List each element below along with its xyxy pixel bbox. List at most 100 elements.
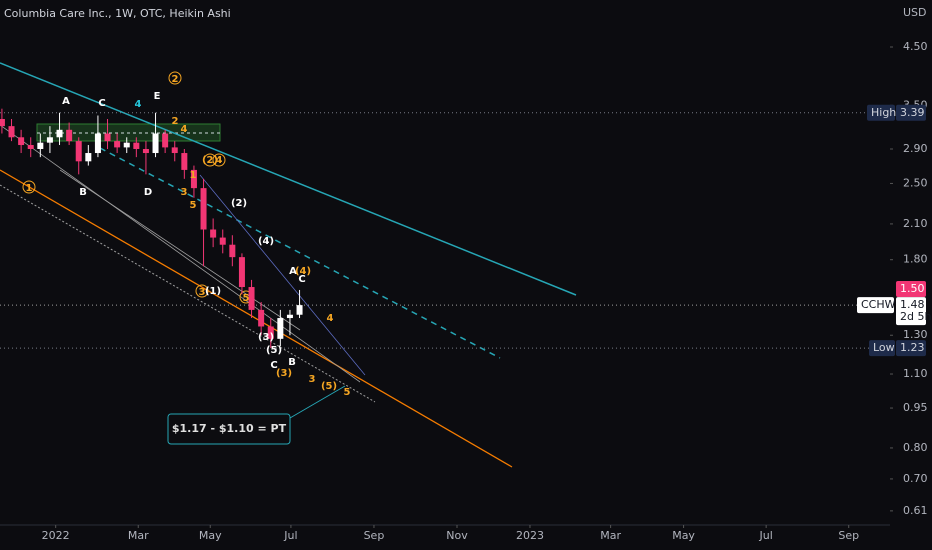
wave-label: B xyxy=(288,357,296,368)
wave-label: (5) xyxy=(266,345,282,356)
wave-label: B xyxy=(79,187,87,198)
wave-labels: A C 4 E 2 2 4 B D 1 3 5 (2) 4 (2) (4) (1… xyxy=(26,74,351,435)
high-value-bg xyxy=(896,104,926,121)
low-name: Low xyxy=(873,341,895,354)
x-tick-label: May xyxy=(199,529,222,542)
wave-label: 3 xyxy=(199,287,206,298)
candle-body xyxy=(258,309,265,327)
candle-body xyxy=(37,142,44,149)
y-tick-label: 0.95 xyxy=(903,401,928,414)
wave-label: E xyxy=(154,91,161,102)
candle-body xyxy=(46,137,53,143)
wave-label: A xyxy=(289,266,297,277)
high-name: High xyxy=(871,106,896,119)
candle-body xyxy=(267,326,274,339)
wave-label: 5 xyxy=(243,293,250,304)
candle-body xyxy=(210,229,217,238)
high-value: 3.39 xyxy=(900,106,925,119)
y-tick-label: 1.80 xyxy=(903,253,928,266)
high-name-bg xyxy=(867,104,895,121)
wave-label: (4) xyxy=(295,266,311,277)
candle-body xyxy=(219,237,226,245)
y-tick-label: 0.80 xyxy=(903,441,928,454)
wave-label: 1 xyxy=(26,183,33,194)
currency-label: USD xyxy=(903,6,927,19)
candle-body xyxy=(123,142,130,148)
x-tick-label: Mar xyxy=(600,529,621,542)
pointer-line xyxy=(289,385,346,419)
candle-body xyxy=(8,126,15,138)
trendline xyxy=(0,169,513,468)
y-tick-label: 2.10 xyxy=(903,217,928,230)
trendline xyxy=(0,184,376,403)
x-tick-label: 2023 xyxy=(516,529,544,542)
wave-label: 4 xyxy=(135,99,142,110)
candle-body xyxy=(200,188,207,230)
annotation-box xyxy=(167,413,291,445)
candle-body xyxy=(171,147,178,154)
candle-body xyxy=(296,305,303,315)
y-tick-label: 0.70 xyxy=(903,472,928,485)
last-price-bg xyxy=(896,297,926,326)
x-tick-label: Jul xyxy=(759,529,773,542)
wave-label: (1) xyxy=(205,286,221,297)
wave-label: (2) xyxy=(202,155,218,166)
wave-label: 1 xyxy=(190,170,197,181)
x-tick-label: Sep xyxy=(364,529,385,542)
y-tick-label: 1.30 xyxy=(903,328,928,341)
wave-label: D xyxy=(144,187,152,198)
low-value-bg xyxy=(896,340,926,357)
trendline xyxy=(59,169,301,331)
wave-label: (2) xyxy=(231,198,247,209)
wave-label: 3 xyxy=(181,187,188,198)
candle-body xyxy=(142,148,149,154)
candle-body xyxy=(56,129,63,138)
candle-body xyxy=(277,318,284,339)
y-tick-label: 1.10 xyxy=(903,367,928,380)
candle-body xyxy=(104,133,111,142)
y-tick-label: 2.50 xyxy=(903,176,928,189)
candle-body xyxy=(152,133,159,154)
x-tick-label: 2022 xyxy=(42,529,70,542)
candle-body xyxy=(0,118,5,127)
candle-body xyxy=(229,244,236,258)
low-value: 1.23 xyxy=(900,341,925,354)
series-name: CCHWF xyxy=(861,298,902,311)
wave-label: 4 xyxy=(181,124,188,135)
trendline xyxy=(0,62,577,296)
candle-body xyxy=(75,141,82,162)
wave-label: C xyxy=(98,98,105,109)
wave-label: C xyxy=(298,274,305,285)
y-tick-label: 0.61 xyxy=(903,504,928,517)
wave-label: 2 xyxy=(172,116,179,127)
candle-body xyxy=(248,287,255,310)
close-value-bg xyxy=(896,281,926,298)
candle-body xyxy=(66,129,73,142)
x-tick-label: Sep xyxy=(838,529,859,542)
wave-label: C xyxy=(270,360,277,371)
candle-body xyxy=(133,142,140,149)
wave-label: 4 xyxy=(327,313,334,324)
chart-title: Columbia Care Inc., 1W, OTC, Heikin Ashi xyxy=(4,7,231,20)
wave-label: (3) xyxy=(258,332,274,343)
candle-body xyxy=(190,169,197,189)
x-tick-label: Mar xyxy=(128,529,149,542)
candle-body xyxy=(18,137,25,146)
y-tick-label: 2.90 xyxy=(903,142,928,155)
wave-label: A xyxy=(62,96,70,107)
wave-label: (3) xyxy=(276,368,292,379)
countdown: 2d 5h xyxy=(900,310,931,323)
candle-body xyxy=(181,153,188,170)
low-name-bg xyxy=(869,340,895,357)
wave-label: (5) xyxy=(321,381,337,392)
candle-body xyxy=(94,133,101,154)
last-price: 1.48 xyxy=(900,298,925,311)
x-tick-label: May xyxy=(672,529,695,542)
y-tick-label: 4.50 xyxy=(903,40,928,53)
candle-body xyxy=(162,133,169,148)
wave-label: (4) xyxy=(258,236,274,247)
trendline xyxy=(199,174,366,376)
